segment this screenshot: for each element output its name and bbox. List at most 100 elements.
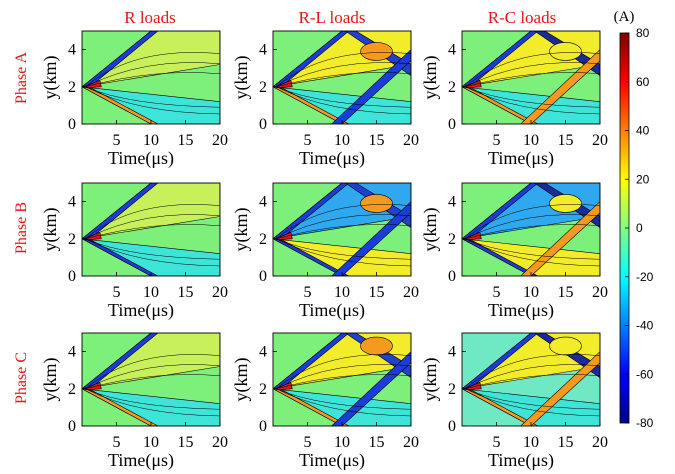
y-tick-label: 2 [68,79,76,96]
contour-line [276,238,411,267]
reflection-peak [549,336,582,356]
contour-line [85,374,220,390]
colorbar-unit: (A) [614,9,635,25]
subplot-r1-c3: 5 10 15 20 0 2 4 Time(μs) y(km) [420,30,608,169]
contour-line [465,374,600,390]
reflected-wavefront-lower [331,351,411,426]
contour-fill [273,333,411,426]
contour-line [465,224,600,240]
reflected-wavefront-lower [520,201,600,276]
contour-line [85,62,220,88]
reflection-peak [549,42,582,61]
x-tick-label: 10 [334,434,350,451]
y-tick-label: 2 [448,79,456,96]
contour-line [85,86,220,115]
contour-line [465,72,600,88]
contour-line [465,214,600,240]
y-tick-label: 2 [448,231,456,248]
x-axis-label: Time(μs) [299,148,365,169]
x-tick-label: 10 [143,434,159,451]
contour-line [276,62,411,88]
x-tick-label: 10 [334,284,350,301]
column-title-rc-loads: R-C loads [488,8,556,27]
y-tick-label: 0 [68,116,76,133]
contour-line [276,374,411,390]
subplot-r2-c3: 5 10 15 20 0 2 4 Time(μs) y(km) [420,182,608,321]
reflection-peak [360,42,393,61]
contour-line [85,204,220,239]
x-tick-label: 20 [403,434,419,451]
x-tick-label: 5 [304,434,312,451]
y-tick-label: 4 [259,194,267,211]
x-tick-label: 5 [493,284,501,301]
contour-line [85,214,220,240]
y-tick-label: 0 [448,268,456,285]
contour-line [85,52,220,87]
contour-fill [82,31,220,124]
row-title-phase-b: Phase B [13,202,30,254]
x-tick-label: 20 [212,434,228,451]
contour-line [85,86,220,108]
contour-line [465,86,600,115]
reflection-peak [360,194,393,213]
x-tick-label: 15 [558,132,574,149]
y-axis-label: y(km) [420,208,441,252]
x-axis-label: Time(μs) [108,300,174,321]
y-tick-label: 4 [68,344,76,361]
contour-line [85,224,220,240]
x-tick-label: 5 [493,434,501,451]
contour-line [85,364,220,390]
x-tick-label: 15 [178,284,194,301]
contour-line [276,72,411,88]
row-title-phase-c: Phase C [13,352,30,404]
x-tick-label: 20 [212,132,228,149]
reflected-wavefront-lower [331,201,411,276]
contour-line [276,364,411,390]
y-tick-label: 2 [68,381,76,398]
y-axis-label: y(km) [231,208,252,252]
x-tick-label: 15 [369,434,385,451]
x-tick-label: 15 [178,132,194,149]
column-title-rl-loads: R-L loads [299,8,366,27]
colorbar-tick-label: -40 [636,319,654,333]
contour-line [465,364,600,390]
x-tick-label: 20 [403,132,419,149]
x-tick-label: 5 [113,434,121,451]
contour-line [85,354,220,389]
subplot-r1-c2: 5 10 15 20 0 2 4 Time(μs) y(km) [231,30,419,169]
y-tick-label: 0 [259,268,267,285]
y-tick-label: 4 [448,42,456,59]
x-tick-label: 15 [369,132,385,149]
y-axis-label: y(km) [231,358,252,402]
y-tick-label: 2 [68,231,76,248]
y-tick-label: 0 [448,418,456,435]
contour-fill [462,31,600,124]
x-tick-label: 10 [523,284,539,301]
x-tick-label: 10 [334,132,350,149]
contour-line [465,354,600,389]
contour-line [276,86,411,115]
colorbar-tick-label: 20 [636,172,650,186]
contour-fill [82,333,220,426]
x-tick-label: 10 [523,132,539,149]
x-axis-label: Time(μs) [108,450,174,471]
y-axis-label: y(km) [40,358,61,402]
x-tick-label: 10 [523,434,539,451]
y-tick-label: 4 [259,344,267,361]
y-tick-label: 2 [259,381,267,398]
colorbar-tick-label: 0 [636,221,643,235]
colorbar-tick-label: -20 [636,270,654,284]
y-tick-label: 4 [68,194,76,211]
y-tick-label: 2 [448,381,456,398]
y-tick-label: 4 [448,344,456,361]
reflection-peak [360,336,393,356]
x-tick-label: 20 [212,284,228,301]
contour-line [276,214,411,240]
y-tick-label: 2 [259,231,267,248]
x-tick-label: 15 [558,284,574,301]
y-axis-label: y(km) [40,208,61,252]
contour-fill [462,183,600,276]
colorbar: (A) 80 60 40 20 0 -20 -40 -60 -80 [614,9,654,430]
x-axis-label: Time(μs) [299,300,365,321]
